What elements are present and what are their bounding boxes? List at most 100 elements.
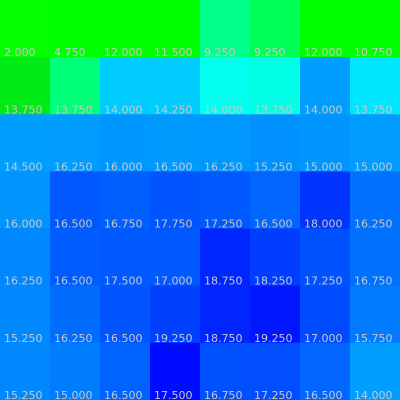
heatmap-cell-label-r1-c6: 14.000	[304, 103, 343, 116]
heatmap-cell-label-r4-c4: 18.750	[204, 275, 243, 288]
heatmap-cell-r0-c7	[350, 0, 400, 58]
heatmap-cell-r1-c3	[150, 57, 201, 115]
heatmap-cell-r6-c0	[0, 342, 51, 400]
heatmap-cell-r0-c5	[250, 0, 301, 58]
heatmap-cell-r4-c3	[150, 228, 201, 287]
heatmap-cell-r4-c1	[50, 228, 101, 287]
heatmap-cell-label-r0-c4: 9.250	[204, 46, 236, 59]
heatmap-cell-r2-c4	[200, 114, 251, 172]
heatmap-cell-r4-c6	[300, 228, 351, 287]
heatmap-cell-label-r1-c4: 14.000	[204, 103, 243, 116]
heatmap-cell-label-r0-c1: 4.750	[54, 46, 86, 59]
heatmap-cell-label-r2-c6: 15.000	[304, 160, 343, 173]
heatmap-cell-r6-c6	[300, 342, 351, 400]
heatmap-cell-r2-c3	[150, 114, 201, 172]
heatmap-cell-label-r1-c0: 13.750	[4, 103, 43, 116]
heatmap-cell-label-r4-c7: 16.750	[354, 275, 393, 288]
heatmap-cell-r1-c6	[300, 57, 351, 115]
heatmap-cell-r6-c4	[200, 342, 251, 400]
heatmap-cell-label-r3-c1: 16.500	[54, 218, 93, 231]
heatmap-cell-r0-c0	[0, 0, 51, 58]
heatmap-cell-label-r3-c4: 17.250	[204, 218, 243, 231]
heatmap-cell-label-r2-c5: 15.250	[254, 160, 293, 173]
heatmap-cell-r1-c1	[50, 57, 101, 115]
heatmap-cell-label-r0-c5: 9.250	[254, 46, 286, 59]
heatmap-cell-label-r5-c3: 19.250	[154, 332, 193, 345]
heatmap-cell-r0-c1	[50, 0, 101, 58]
heatmap-cell-r3-c0	[0, 171, 51, 230]
heatmap-cell-label-r6-c2: 16.500	[104, 389, 143, 400]
heatmap-cell-label-r2-c7: 15.000	[354, 160, 393, 173]
heatmap-cell-label-r5-c5: 19.250	[254, 332, 293, 345]
heatmap-cell-r2-c6	[300, 114, 351, 172]
heatmap-cell-r4-c4	[200, 228, 251, 287]
heatmap-cell-label-r3-c2: 16.750	[104, 218, 143, 231]
heatmap-cell-label-r3-c0: 16.000	[4, 218, 43, 231]
heatmap-cell-r5-c2	[100, 285, 151, 344]
heatmap-cell-label-r4-c1: 16.500	[54, 275, 93, 288]
heatmap-cell-label-r1-c7: 13.750	[354, 103, 393, 116]
heatmap-cell-label-r1-c5: 13.750	[254, 103, 293, 116]
heatmap-cell-r5-c7	[350, 285, 400, 344]
heatmap-cell-r5-c1	[50, 285, 101, 344]
heatmap-cell-r0-c3	[150, 0, 201, 58]
heatmap-cell-label-r5-c0: 15.250	[4, 332, 43, 345]
heatmap-cell-r6-c1	[50, 342, 101, 400]
heatmap-cell-r3-c6	[300, 171, 351, 230]
heatmap-cell-r2-c1	[50, 114, 101, 172]
heatmap-cell-r1-c7	[350, 57, 400, 115]
heatmap-cell-r2-c2	[100, 114, 151, 172]
heatmap-cell-label-r3-c6: 18.000	[304, 218, 343, 231]
heatmap-cell-label-r4-c5: 18.250	[254, 275, 293, 288]
heatmap-cell-r2-c0	[0, 114, 51, 172]
heatmap-cell-r1-c5	[250, 57, 301, 115]
heatmap-cell-label-r6-c5: 17.250	[254, 389, 293, 400]
heatmap-cell-label-r4-c2: 17.500	[104, 275, 143, 288]
heatmap-cell-label-r4-c0: 16.250	[4, 275, 43, 288]
heatmap-cell-label-r0-c6: 12.000	[304, 46, 343, 59]
heatmap-cell-r0-c4	[200, 0, 251, 58]
heatmap-cell-r6-c7	[350, 342, 400, 400]
heatmap-cell-label-r4-c6: 17.250	[304, 275, 343, 288]
heatmap-cell-r5-c3	[150, 285, 201, 344]
heatmap-cell-label-r0-c2: 12.000	[104, 46, 143, 59]
heatmap-cell-label-r0-c3: 11.500	[154, 46, 193, 59]
heatmap-cell-r3-c7	[350, 171, 400, 230]
heatmap-cell-r3-c4	[200, 171, 251, 230]
heatmap-cell-label-r5-c4: 18.750	[204, 332, 243, 345]
heatmap-cell-label-r6-c4: 16.750	[204, 389, 243, 400]
heatmap-cell-r5-c0	[0, 285, 51, 344]
heatmap-cell-label-r3-c7: 16.250	[354, 218, 393, 231]
heatmap-cell-r1-c2	[100, 57, 151, 115]
heatmap-cell-r6-c2	[100, 342, 151, 400]
heatmap-cell-r4-c0	[0, 228, 51, 287]
heatmap-cell-label-r5-c2: 16.500	[104, 332, 143, 345]
heatmap-cell-r6-c5	[250, 342, 301, 400]
heatmap-cell-r1-c4	[200, 57, 251, 115]
heatmap-cell-r5-c5	[250, 285, 301, 344]
heatmap-cell-label-r0-c7: 10.750	[354, 46, 393, 59]
heatmap-cell-label-r2-c2: 16.000	[104, 160, 143, 173]
heatmap-cell-label-r1-c2: 14.000	[104, 103, 143, 116]
heatmap-cell-label-r5-c7: 15.750	[354, 332, 393, 345]
heatmap-cell-r3-c1	[50, 171, 101, 230]
heatmap-cell-r1-c0	[0, 57, 51, 115]
heatmap-cell-r0-c2	[100, 0, 151, 58]
heatmap-cell-label-r6-c7: 14.000	[354, 389, 393, 400]
heatmap-cell-label-r5-c6: 17.000	[304, 332, 343, 345]
heatmap-labels: 2.000 4.750 12.000 11.500 9.250 9.250 12.000 10…	[4, 46, 393, 400]
heatmap-cell-r3-c3	[150, 171, 201, 230]
heatmap-cell-r0-c6	[300, 0, 351, 58]
heatmap-cell-label-r6-c6: 16.500	[304, 389, 343, 400]
heatmap-cell-r2-c5	[250, 114, 301, 172]
heatmap-cell-r5-c4	[200, 285, 251, 344]
heatmap-cell-r6-c3	[150, 342, 201, 400]
heatmap-cell-label-r4-c3: 17.000	[154, 275, 193, 288]
heatmap-cell-label-r3-c3: 17.750	[154, 218, 193, 231]
heatmap-cell-label-r2-c3: 16.500	[154, 160, 193, 173]
heatmap-cell-label-r5-c1: 16.250	[54, 332, 93, 345]
heatmap-cell-r3-c2	[100, 171, 151, 230]
heatmap-cell-label-r6-c0: 15.250	[4, 389, 43, 400]
